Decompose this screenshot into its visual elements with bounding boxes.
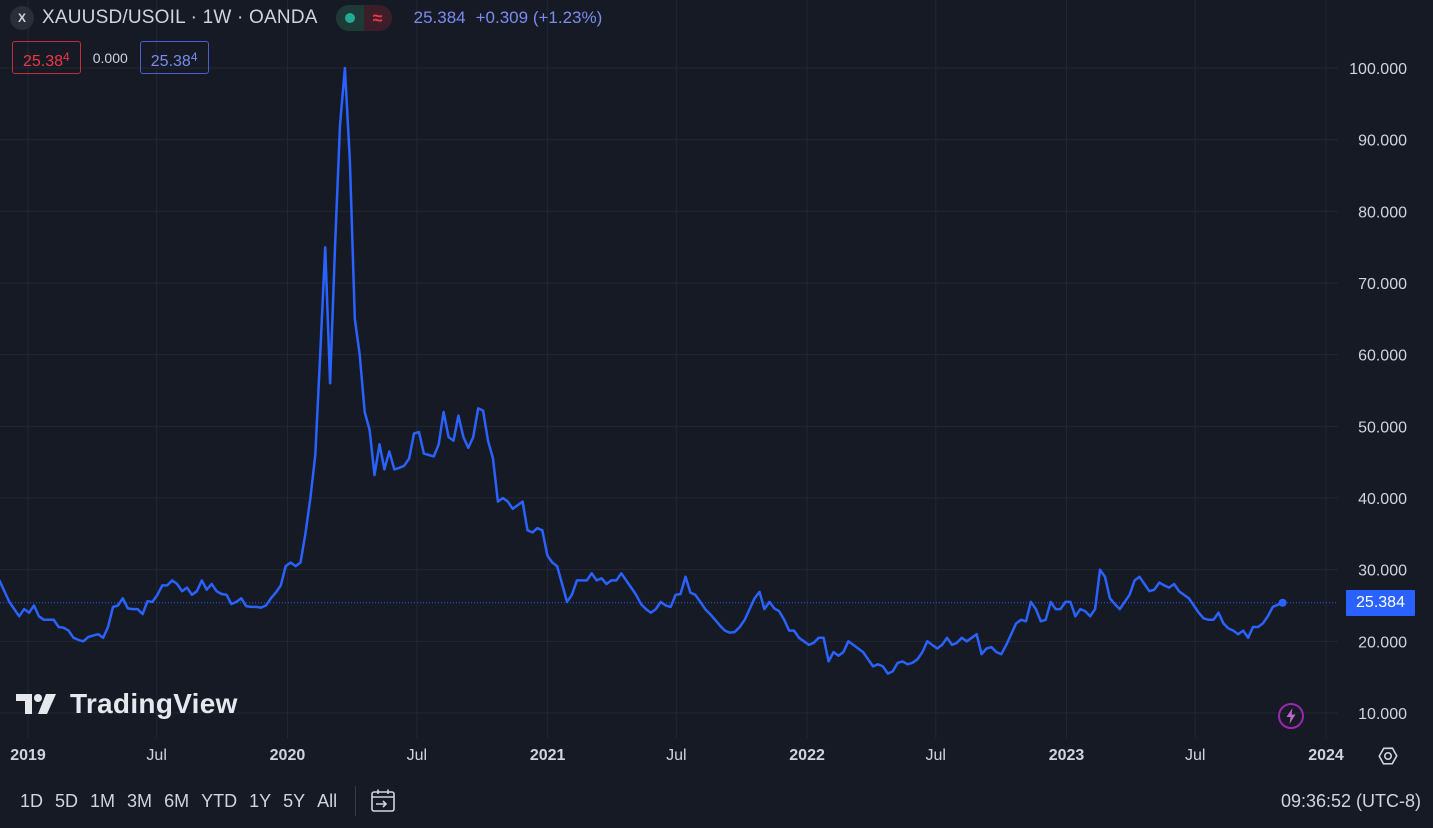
watermark-text: TradingView <box>70 688 238 719</box>
series-line[interactable] <box>0 66 1284 675</box>
time-tick-label: 2023 <box>1049 747 1085 764</box>
range-button-1d[interactable]: 1D <box>20 790 44 811</box>
calendar-goto-icon[interactable] <box>368 786 398 816</box>
price-tick-label: 90.000 <box>1358 133 1407 150</box>
sell-button[interactable]: 25.384 <box>12 41 81 74</box>
time-tick-label: 2019 <box>10 747 46 764</box>
time-axis: 2019 Jul 2020 Jul 2021 Jul 2022 Jul 2023 Jul 2024 <box>10 747 1344 764</box>
price-tick-label: 10.000 <box>1358 706 1407 723</box>
price-axis: 10.000 20.000 30.000 40.000 50.000 60.000 70.0… <box>1349 61 1407 723</box>
spread-value: 0.000 <box>92 49 128 66</box>
price-tick-label: 80.000 <box>1358 204 1407 221</box>
range-button-5d[interactable]: 5D <box>55 790 79 811</box>
timezone-clock[interactable]: 09:36:52 (UTC-8) <box>1280 790 1421 811</box>
gear-icon[interactable] <box>1377 745 1399 767</box>
sell-price: 25.38 <box>23 53 64 70</box>
range-button-all[interactable]: All <box>317 790 338 811</box>
buy-button[interactable]: 25.384 <box>139 41 209 74</box>
trade-buttons: 25.384 0.000 25.384 <box>12 41 209 74</box>
time-tick-label: Jul <box>666 747 686 764</box>
time-tick-label: 2024 <box>1308 747 1344 764</box>
symbol-title[interactable]: XAUUSD/USOIL · 1W · OANDA <box>42 7 318 28</box>
legend-change: +0.309 (+1.23%) <box>475 8 603 27</box>
price-chart[interactable]: 10.00020.00030.00040.00050.00060.00070.0… <box>0 0 1433 782</box>
tradingview-logo-icon <box>16 694 56 714</box>
time-tick-label: 2021 <box>530 747 566 764</box>
range-button-ytd[interactable]: YTD <box>201 790 238 811</box>
last-point-marker <box>1278 598 1287 607</box>
symbol-badge-icon[interactable]: X <box>10 6 34 30</box>
range-button-1m[interactable]: 1M <box>90 790 116 811</box>
time-tick-label: Jul <box>1185 747 1205 764</box>
chart-legend: X XAUUSD/USOIL · 1W · OANDA ≈ 25.384 +0.… <box>10 5 602 31</box>
range-button-6m[interactable]: 6M <box>164 790 190 811</box>
time-tick-label: Jul <box>407 747 427 764</box>
price-tick-label: 50.000 <box>1358 419 1407 436</box>
toolbar-divider <box>355 786 357 816</box>
buy-price: 25.38 <box>150 53 191 70</box>
price-tick-label: 20.000 <box>1358 634 1407 651</box>
chart-grid <box>0 0 1338 738</box>
range-button-1y[interactable]: 1Y <box>249 790 272 811</box>
buy-price-pip: 4 <box>190 50 198 64</box>
legend-price: 25.384 <box>413 8 466 27</box>
wave-icon: ≈ <box>363 5 392 31</box>
tradingview-watermark: TradingView <box>16 688 238 720</box>
time-tick-label: 2022 <box>789 747 825 764</box>
last-price-label: 25.384 <box>1346 589 1415 616</box>
price-tick-label: 60.000 <box>1358 348 1407 365</box>
market-status[interactable]: ≈ <box>335 5 392 31</box>
price-tick-label: 70.000 <box>1358 276 1407 293</box>
time-tick-label: Jul <box>926 747 946 764</box>
range-button-3m[interactable]: 3M <box>127 790 153 811</box>
time-tick-label: Jul <box>146 747 166 764</box>
time-tick-label: 2020 <box>270 747 306 764</box>
price-tick-label: 30.000 <box>1358 563 1407 580</box>
price-tick-label: 40.000 <box>1358 491 1407 508</box>
price-tick-label: 100.000 <box>1349 61 1407 78</box>
sell-price-pip: 4 <box>63 50 70 64</box>
green-dot-icon <box>335 5 364 31</box>
bottom-toolbar: 1D 5D 1M 3M 6M YTD 1Y 5Y All 09:36:52 (U… <box>0 782 1433 820</box>
range-button-5y[interactable]: 5Y <box>283 790 306 811</box>
lightning-icon[interactable] <box>1277 702 1305 730</box>
